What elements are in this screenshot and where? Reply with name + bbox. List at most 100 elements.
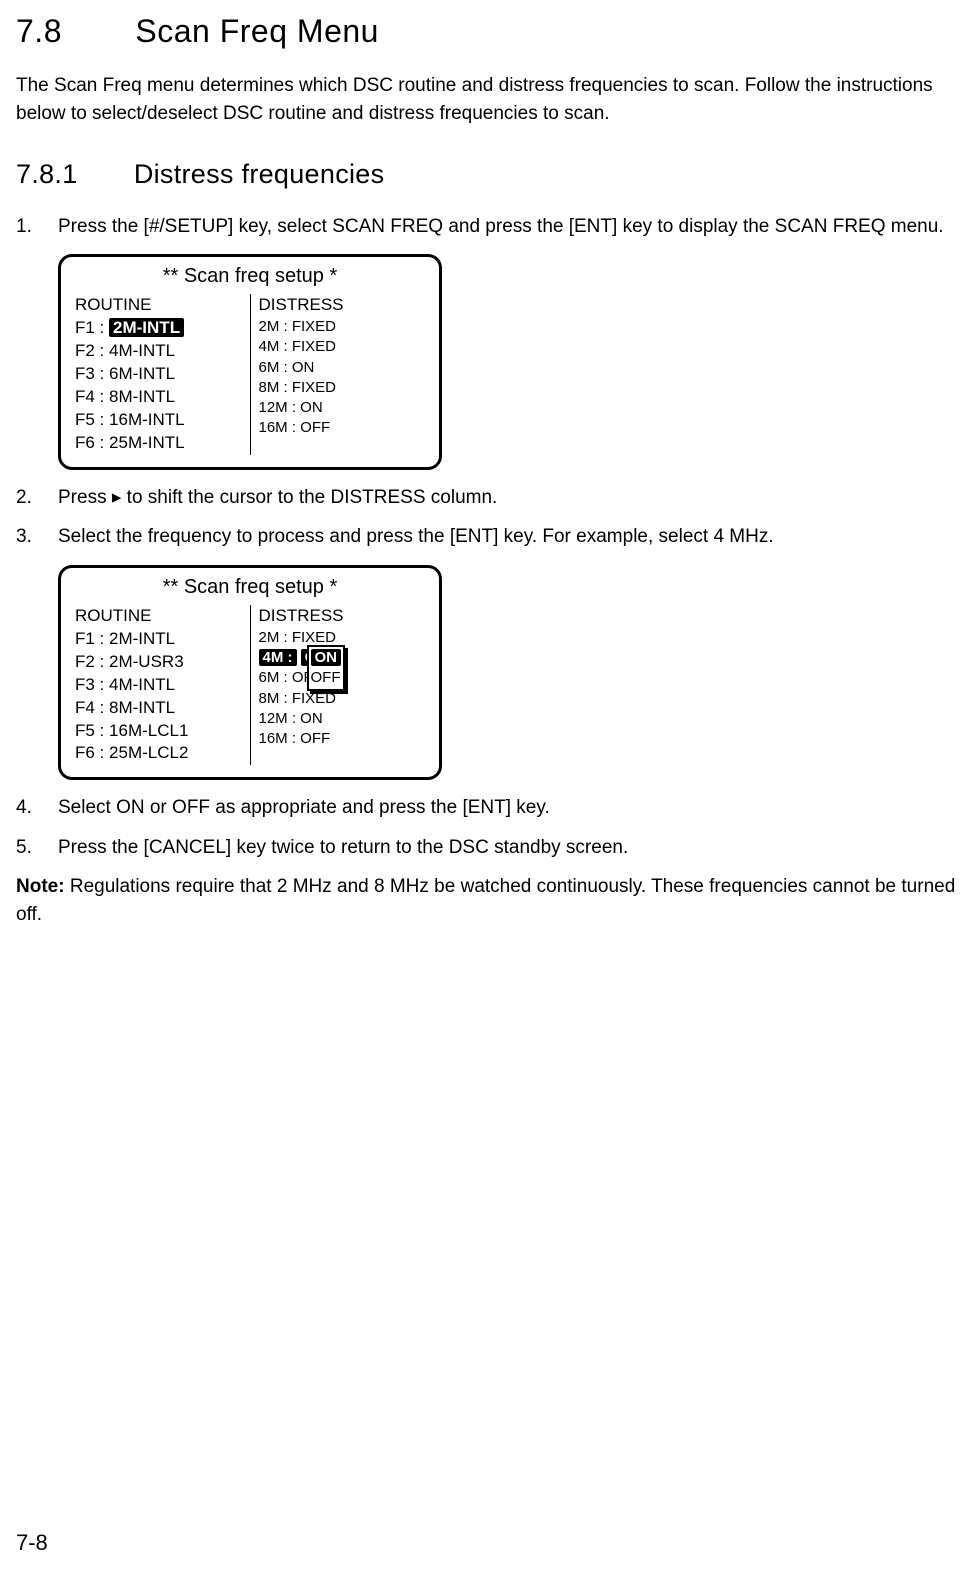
steps-list-cont: 2. Press ▸ to shift the cursor to the DI… [16,484,958,551]
row-label: F2 : [75,652,104,671]
step-4: 4. Select ON or OFF as appropriate and p… [16,794,958,822]
lcd-header-routine: ROUTINE [75,605,242,628]
lcd-screen-2: ** Scan freq setup * ROUTINE F1 : 2M-INT… [58,565,442,781]
lcd-row: F1 : 2M-INTL [75,628,242,651]
step-3: 3. Select the frequency to process and p… [16,523,958,551]
row-value: 25M-LCL2 [109,743,188,762]
lcd-row: F3 : 6M-INTL [75,363,242,386]
lcd-title-text: Scan freq setup [184,265,324,287]
lcd-row: F1 : 2M-INTL [75,317,242,340]
section-number: 7.8 [16,8,126,54]
step-text-before: Press [58,487,112,508]
lcd-col-distress: DISTRESS 2M : FIXED 4M : FIXED 6M : ON 8… [251,294,426,455]
lcd-columns: ROUTINE F1 : 2M-INTL F2 : 4M-INTL F3 : 6… [75,294,425,455]
row-label: F2 : [75,341,104,360]
step-number: 4. [16,794,58,822]
row-value: 4M-INTL [104,341,175,360]
lcd-title: ** Scan freq setup * [75,574,425,601]
lcd-title-prefix: ** [163,576,184,598]
lcd-row: 8M : FIXED [259,378,426,398]
subsection-heading: 7.8.1 Distress frequencies [16,155,958,194]
row-value: 6M-INTL [104,364,175,383]
note-text: Regulations require that 2 MHz and 8 MHz… [16,876,955,925]
intro-paragraph: The Scan Freq menu determines which DSC … [16,72,958,127]
step-number: 3. [16,523,58,551]
row-label: F4 : [75,698,104,717]
dropdown-option: ON [311,648,342,668]
step-number: 1. [16,213,58,241]
lcd-screen-1: ** Scan freq setup * ROUTINE F1 : 2M-INT… [58,254,442,470]
right-arrow-icon: ▸ [112,487,122,508]
dropdown-option-selected: ON [311,649,342,666]
row-label: F5 : [75,410,104,429]
subsection-title-text: Distress frequencies [134,159,385,189]
row-value: 2M-INTL [104,629,175,648]
row-label: F1 : [75,629,104,648]
step-number: 2. [16,484,58,512]
lcd-header-routine: ROUTINE [75,294,242,317]
lcd-row: F4 : 8M-INTL [75,386,242,409]
step-text: Press the [#/SETUP] key, select SCAN FRE… [58,213,958,241]
row-label: F6 : [75,743,104,762]
lcd-row: 12M : ON [259,398,426,418]
subsection-number: 7.8.1 [16,155,126,194]
lcd-row: 2M : FIXED [259,317,426,337]
lcd-title-prefix: ** [163,265,184,287]
lcd-row: F4 : 8M-INTL [75,697,242,720]
lcd-row: 6M : ON [259,358,426,378]
row-value: 16M-INTL [109,410,185,429]
lcd-title-suffix: * [324,265,337,287]
section-title-text: Scan Freq Menu [135,13,379,49]
row-label: F3 : [75,675,104,694]
dropdown-popup: ON OFF [307,645,346,692]
row-label: F1 : [75,318,104,337]
step-text: Press the [CANCEL] key twice to return t… [58,834,958,862]
lcd-col-routine: ROUTINE F1 : 2M-INTL F2 : 4M-INTL F3 : 6… [75,294,251,455]
lcd-row: 16M : OFF [259,418,426,438]
lcd-row: F5 : 16M-LCL1 [75,720,242,743]
row-value: 16M-LCL1 [109,721,188,740]
step-text-after: to shift the cursor to the DISTRESS colu… [121,487,497,508]
row-label-selected: 4M : [259,649,297,666]
row-label: F3 : [75,364,104,383]
row-value: 4M-INTL [104,675,175,694]
lcd-row: 16M : OFF [259,729,426,749]
row-label: F4 : [75,387,104,406]
lcd-header-distress: DISTRESS [259,605,426,628]
note-paragraph: Note: Regulations require that 2 MHz and… [16,873,958,928]
step-1: 1. Press the [#/SETUP] key, select SCAN … [16,213,958,241]
lcd-row: F6 : 25M-LCL2 [75,742,242,765]
lcd-title-suffix: * [324,576,337,598]
lcd-title: ** Scan freq setup * [75,263,425,290]
lcd-columns: ROUTINE F1 : 2M-INTL F2 : 2M-USR3 F3 : 4… [75,605,425,766]
lcd-row: F2 : 4M-INTL [75,340,242,363]
row-value-selected: 2M-INTL [109,318,184,337]
lcd-row: 8M : FIXED [259,689,426,709]
lcd-row: 4M : FIXED [259,337,426,357]
lcd-row: F3 : 4M-INTL [75,674,242,697]
row-value: 8M-INTL [104,698,175,717]
lcd-row: F2 : 2M-USR3 [75,651,242,674]
section-heading: 7.8 Scan Freq Menu [16,8,958,54]
row-value: 25M-INTL [109,433,185,452]
lcd-row: F5 : 16M-INTL [75,409,242,432]
row-value: 8M-INTL [104,387,175,406]
row-value: 2M-USR3 [104,652,183,671]
step-5: 5. Press the [CANCEL] key twice to retur… [16,834,958,862]
steps-list-cont2: 4. Select ON or OFF as appropriate and p… [16,794,958,861]
page-number: 7-8 [16,1527,48,1559]
row-label: F6 : [75,433,104,452]
step-number: 5. [16,834,58,862]
lcd-title-text: Scan freq setup [184,576,324,598]
row-label: F5 : [75,721,104,740]
steps-list: 1. Press the [#/SETUP] key, select SCAN … [16,213,958,241]
step-text: Select ON or OFF as appropriate and pres… [58,794,958,822]
step-text: Select the frequency to process and pres… [58,523,958,551]
lcd-row: 12M : ON [259,709,426,729]
lcd-header-distress: DISTRESS [259,294,426,317]
step-2: 2. Press ▸ to shift the cursor to the DI… [16,484,958,512]
lcd-row: F6 : 25M-INTL [75,432,242,455]
lcd-col-distress: DISTRESS 2M : FIXED 4M : ON 6M : OFF 8M … [251,605,426,766]
step-text: Press ▸ to shift the cursor to the DISTR… [58,484,958,512]
lcd-col-routine: ROUTINE F1 : 2M-INTL F2 : 2M-USR3 F3 : 4… [75,605,251,766]
